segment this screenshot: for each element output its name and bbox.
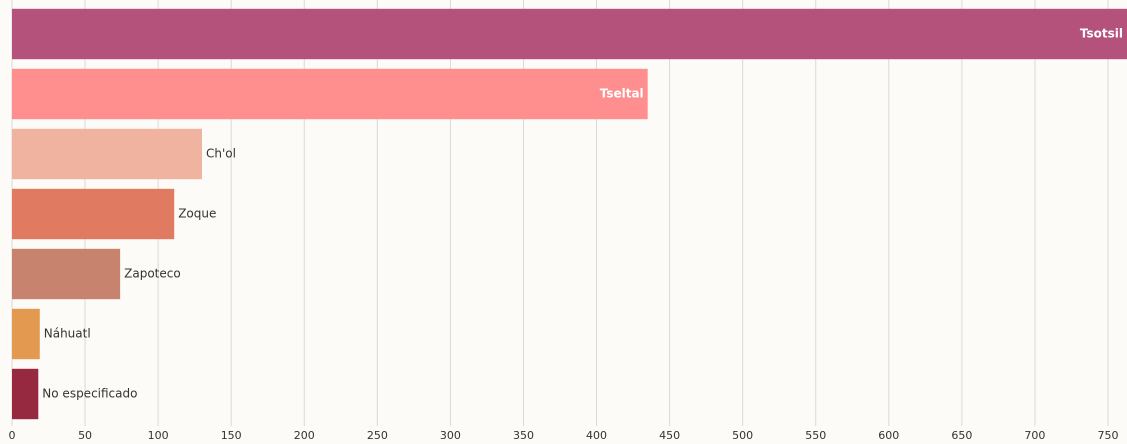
x-tick-label: 750 [1098,429,1119,442]
bar [12,368,39,420]
x-tick-label: 50 [78,429,92,442]
x-tick-label: 500 [732,429,753,442]
x-tick-label: 700 [1024,429,1045,442]
x-tick-label: 350 [513,429,534,442]
x-tick-label: 150 [221,429,242,442]
x-tick-label: 400 [586,429,607,442]
x-tick-label: 300 [440,429,461,442]
x-tick-label: 450 [659,429,680,442]
bar-label: Náhuatl [44,327,91,341]
bar [12,128,202,180]
x-tick-label: 600 [878,429,899,442]
bar-label: Tsotsil [1080,27,1123,41]
bar [12,8,1127,60]
bar [12,308,40,360]
x-tick-label: 200 [294,429,315,442]
bar-label: Tseltal [600,87,644,101]
bar-label: Zapoteco [124,267,181,281]
x-tick-label: 550 [805,429,826,442]
x-tick-label: 650 [951,429,972,442]
bar-label: Zoque [178,207,216,221]
x-tick-label: 250 [367,429,388,442]
bar [12,188,175,240]
bar [12,248,121,300]
x-tick-label: 0 [9,429,16,442]
bar-label: No especificado [42,387,137,401]
bar [12,68,648,120]
bar-label: Ch'ol [206,147,236,161]
x-tick-label: 100 [148,429,169,442]
